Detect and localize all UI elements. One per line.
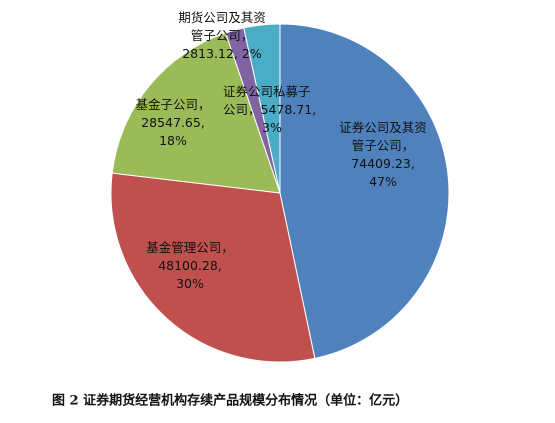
slice-label: 证券公司私募子公司，5478.71, 3% [223,84,316,135]
category-label: 基金子公司， [135,97,210,112]
category-label: 证券公司私募子公司， [223,84,311,117]
category-label-line: 管子公司， [191,28,254,43]
category-label-line: 基金子公司， [135,97,210,112]
slice-label: 基金管理公司， 48100.28, 30% [146,240,234,291]
share-label: 3% [262,120,282,135]
value-label: 74409.23, [351,156,415,171]
chart-title: 图 2 证券期货经营机构存续产品规模分布情况（单位：亿元） [52,393,408,409]
value-label: 5478.71, [261,102,317,117]
value-label: 2813.12, [182,46,238,61]
pie-slice [243,23,281,194]
pie-slice [111,32,281,194]
category-label-line: 基金管理公司， [146,240,234,255]
category-label-line: 证券公司私募子 [223,84,311,99]
slice-label: 证券公司及其资管子公司， 74409.23, 47% [339,120,427,189]
value-label: 28547.65, [141,115,205,130]
category-label-line: 管子公司， [352,138,415,153]
category-label: 期货公司及其资管子公司， [178,10,266,43]
category-label-line: 证券公司及其资 [339,120,427,135]
slice-label: 期货公司及其资管子公司， 2813.12, 2% [178,10,266,61]
share-label: 47% [369,174,397,189]
value-label: 48100.28, [158,258,222,273]
share-label: 2% [242,46,262,61]
pie-slice [110,172,316,363]
pie-slice [279,23,450,359]
category-label: 基金管理公司， [146,240,234,255]
share-label: 30% [176,276,204,291]
category-label: 证券公司及其资管子公司， [339,120,427,153]
share-label: 18% [159,133,187,148]
category-label-line: 公司， [223,102,261,117]
category-label-line: 期货公司及其资 [178,10,266,25]
slice-label: 基金子公司， 28547.65, 18% [135,97,210,148]
